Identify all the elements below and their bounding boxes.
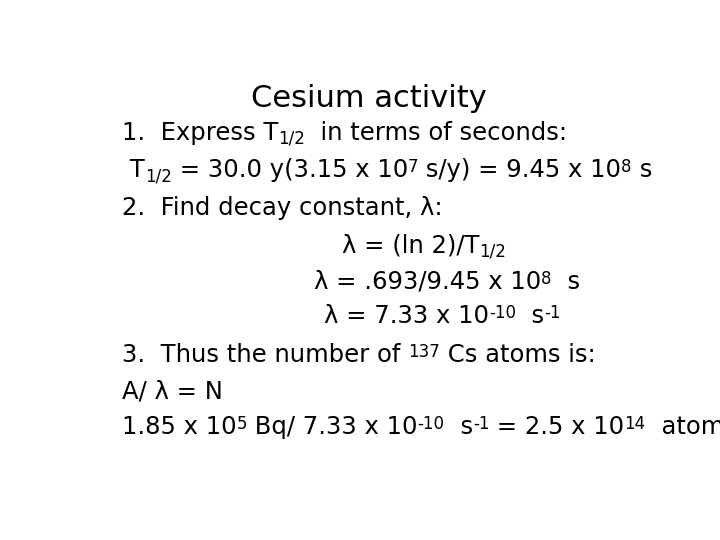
Text: 137: 137 — [408, 343, 440, 361]
Text: T: T — [122, 158, 145, 182]
Text: 2.  Find decay constant, λ:: 2. Find decay constant, λ: — [122, 197, 443, 220]
Text: -10: -10 — [489, 305, 516, 322]
Text: atoms.: atoms. — [646, 415, 720, 439]
Text: 1.85 x 10: 1.85 x 10 — [122, 415, 237, 439]
Text: 1/2: 1/2 — [279, 130, 305, 147]
Text: λ = 7.33 x 10: λ = 7.33 x 10 — [324, 305, 489, 328]
Text: = 30.0 y(3.15 x 10: = 30.0 y(3.15 x 10 — [171, 158, 408, 182]
Text: 1.  Express T: 1. Express T — [122, 120, 279, 145]
Text: 1/2: 1/2 — [145, 167, 171, 185]
Text: 8: 8 — [541, 269, 552, 287]
Text: 1/2: 1/2 — [480, 243, 506, 261]
Text: 7: 7 — [408, 158, 418, 176]
Text: -1: -1 — [544, 305, 561, 322]
Text: s: s — [632, 158, 652, 182]
Text: -1: -1 — [473, 415, 490, 433]
Text: s: s — [445, 415, 473, 439]
Text: = 2.5 x 10: = 2.5 x 10 — [490, 415, 624, 439]
Text: 14: 14 — [624, 415, 646, 433]
Text: Bq/ 7.33 x 10: Bq/ 7.33 x 10 — [247, 415, 418, 439]
Text: s: s — [516, 305, 544, 328]
Text: -10: -10 — [418, 415, 445, 433]
Text: λ = (ln 2)/T: λ = (ln 2)/T — [342, 234, 480, 258]
Text: 3.  Thus the number of: 3. Thus the number of — [122, 343, 408, 367]
Text: λ = .693/9.45 x 10: λ = .693/9.45 x 10 — [314, 269, 541, 294]
Text: A/ λ = N: A/ λ = N — [122, 379, 223, 403]
Text: 8: 8 — [621, 158, 632, 176]
Text: Cesium activity: Cesium activity — [251, 84, 487, 112]
Text: in terms of seconds:: in terms of seconds: — [305, 120, 567, 145]
Text: Cs atoms is:: Cs atoms is: — [440, 343, 595, 367]
Text: s/y) = 9.45 x 10: s/y) = 9.45 x 10 — [418, 158, 621, 182]
Text: 5: 5 — [237, 415, 247, 433]
Text: s: s — [552, 269, 580, 294]
